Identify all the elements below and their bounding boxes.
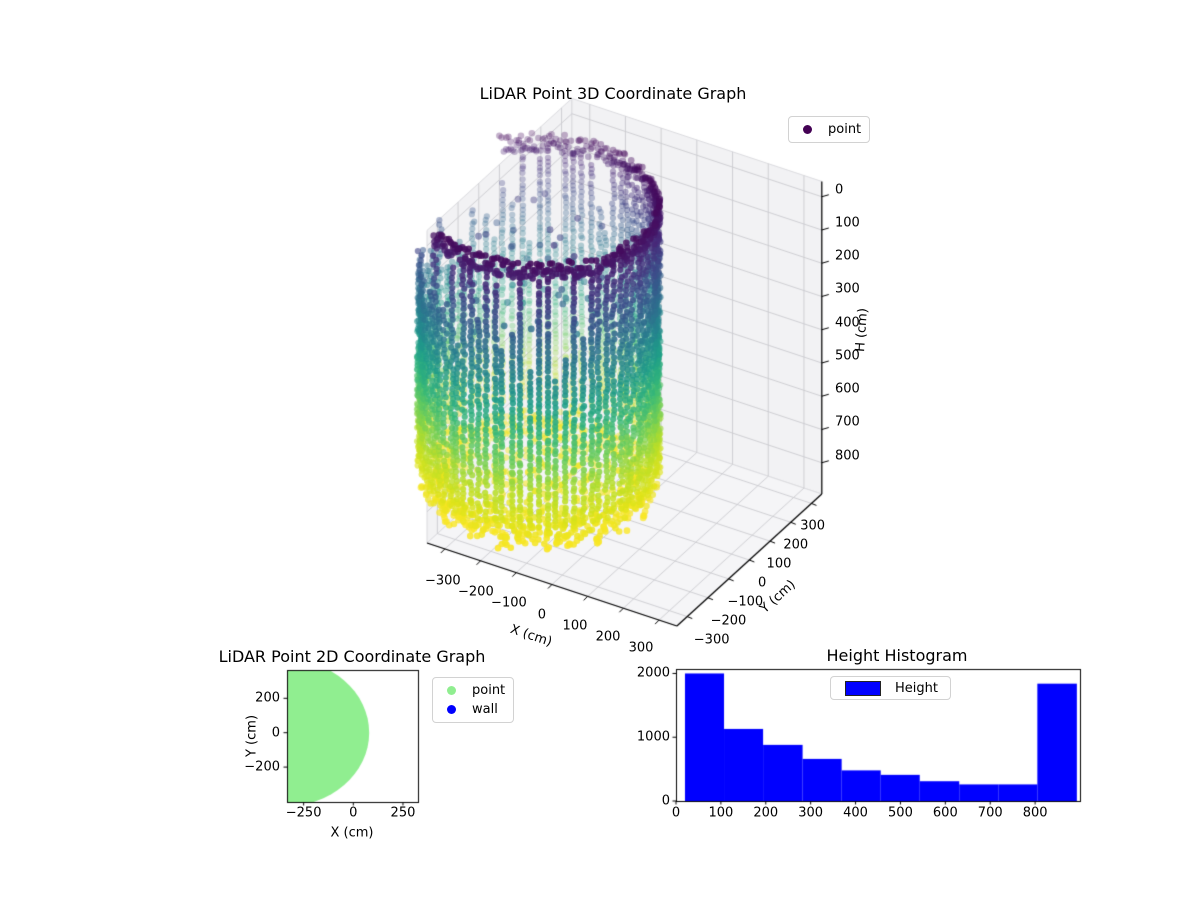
- plot3d-y-tick: 100: [766, 556, 792, 572]
- plot2d-y-tick: 0: [271, 725, 280, 741]
- point-marker-icon: [447, 686, 456, 695]
- legend-label: wall: [472, 702, 498, 717]
- hist-x-tick: 500: [888, 805, 913, 821]
- plot2d-x-tick: −250: [285, 805, 322, 821]
- plot3d-x-tick: 300: [628, 640, 654, 656]
- hist-legend: Height: [830, 676, 951, 700]
- plot2d-title: LiDAR Point 2D Coordinate Graph: [218, 647, 486, 666]
- plot2d-ylabel: Y (cm): [244, 714, 260, 758]
- plot3d-x-tick: 0: [537, 607, 547, 622]
- plot3d-x-tick: 200: [595, 629, 621, 645]
- legend-label: point: [828, 122, 862, 137]
- plot3d-legend: point: [788, 116, 871, 143]
- hist-x-tick: 300: [798, 805, 824, 821]
- plot3d-z-tick: 800: [835, 448, 860, 464]
- plot3d-y-tick: 300: [800, 518, 826, 534]
- hist-x-tick: 700: [977, 805, 1003, 821]
- plot3d-y-tick: −200: [710, 613, 747, 629]
- plot3d-z-tick: 300: [835, 281, 860, 297]
- legend-item-wall: wall: [443, 700, 505, 719]
- plot3d-x-tick: −200: [458, 584, 494, 600]
- legend-item-point: point: [799, 120, 861, 139]
- hist-y-tick: 2000: [636, 665, 670, 681]
- plot3d-x-tick: −100: [491, 595, 527, 611]
- plot3d-y-tick: 0: [757, 575, 767, 591]
- legend-label: Height: [895, 680, 938, 696]
- legend-label: point: [472, 683, 506, 698]
- wall-marker-icon: [447, 705, 456, 714]
- plot2d-x-tick: 250: [390, 805, 416, 821]
- legend-item-point: point: [443, 681, 505, 700]
- plot2d-x-tick: 0: [349, 805, 358, 821]
- plot3d-x-tick: −300: [424, 573, 461, 589]
- height-swatch-icon: [845, 680, 881, 696]
- plot2d-y-tick: 200: [255, 690, 280, 706]
- hist-x-tick: 800: [1022, 805, 1048, 821]
- plot3d-z-tick: 700: [835, 414, 860, 430]
- hist-title: Height Histogram: [826, 646, 968, 665]
- plot3d-z-tick: 500: [835, 348, 860, 364]
- hist-x-tick: 600: [932, 805, 958, 821]
- plot3d-z-tick: 0: [835, 182, 844, 198]
- plot3d-z-tick: 200: [835, 248, 860, 264]
- plot3d-z-tick: 600: [835, 381, 860, 397]
- plot2d-y-tick: −200: [244, 759, 280, 775]
- plot3d-z-tick: 400: [835, 315, 860, 331]
- plot2d-legend: point wall: [432, 677, 515, 723]
- hist-x-tick: 200: [753, 805, 779, 821]
- plot3d-y-tick: 200: [783, 537, 809, 553]
- plot3d-x-tick: 100: [562, 618, 588, 634]
- plot3d-y-tick: −100: [727, 594, 764, 610]
- plot2d-xlabel: X (cm): [330, 825, 374, 841]
- hist-y-tick: 1000: [636, 729, 670, 745]
- hist-x-tick: 0: [671, 805, 681, 821]
- hist-x-tick: 400: [843, 805, 868, 821]
- legend-item-height: Height: [843, 680, 938, 696]
- point-marker-icon: [803, 125, 812, 134]
- hist-x-tick: 100: [708, 805, 734, 821]
- plot3d-title: LiDAR Point 3D Coordinate Graph: [479, 84, 747, 103]
- hist-y-tick: 0: [661, 793, 670, 809]
- plot3d-z-tick: 100: [835, 215, 860, 231]
- plot3d-y-tick: −300: [693, 632, 730, 648]
